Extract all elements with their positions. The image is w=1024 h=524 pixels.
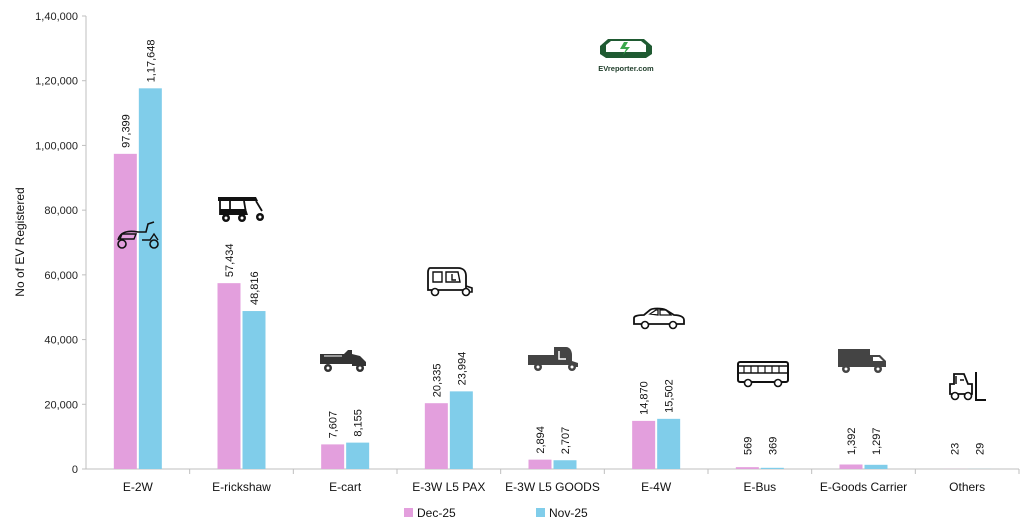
bar-dec	[424, 403, 448, 469]
bar-dec	[321, 444, 345, 469]
y-tick-label: 20,000	[44, 399, 78, 411]
data-label-dec: 20,335	[431, 364, 443, 398]
data-label-nov: 8,155	[353, 409, 365, 437]
data-label-dec: 14,870	[639, 381, 651, 415]
logo-text: EVreporter.com	[598, 64, 654, 73]
y-tick-label: 1,00,000	[35, 140, 78, 152]
forklift-icon	[949, 372, 986, 401]
data-label-dec: 569	[742, 437, 754, 455]
data-label-dec: 2,894	[535, 426, 547, 454]
data-label-dec: 1,392	[846, 427, 858, 455]
y-tick-label: 60,000	[44, 270, 78, 282]
category-label: E-Goods Carrier	[820, 480, 907, 494]
bars	[113, 88, 992, 470]
y-axis-label: No of EV Registered	[13, 187, 27, 296]
evreporter-logo: EVreporter.com	[598, 39, 654, 73]
bar-nov	[760, 467, 784, 469]
legend-label-dec: Dec-25	[417, 506, 456, 520]
y-tick-label: 1,20,000	[35, 76, 78, 88]
data-label-nov: 1,297	[871, 427, 883, 455]
category-label: Others	[949, 480, 985, 494]
truck-icon	[838, 349, 886, 373]
auto-rickshaw-icon	[427, 267, 473, 297]
category-label: E-rickshaw	[212, 480, 271, 494]
y-tick-label: 40,000	[44, 335, 78, 347]
legend: Dec-25 Nov-25	[404, 506, 588, 520]
scooter-icon	[117, 221, 159, 249]
y-tick-label: 80,000	[44, 205, 78, 217]
data-label-dec: 7,607	[328, 411, 340, 439]
bar-nov	[346, 442, 370, 469]
bar-nov	[449, 391, 473, 469]
data-label-dec: 57,434	[224, 244, 236, 278]
car-icon	[633, 307, 685, 330]
bar-nov	[138, 88, 162, 470]
data-label-nov: 369	[767, 437, 779, 455]
bar-dec	[735, 467, 759, 469]
legend-swatch-dec	[404, 508, 413, 517]
category-label: E-3W L5 GOODS	[505, 480, 600, 494]
data-label-nov: 15,502	[664, 379, 676, 413]
category-labels: E-2W E-rickshaw E-cart E-3W L5 PAX E-3W L5 G…	[123, 469, 1020, 494]
legend-item-nov: Nov-25	[536, 506, 588, 520]
bar-dec	[632, 420, 656, 469]
category-label: E-3W L5 PAX	[412, 480, 485, 494]
bar-nov	[553, 460, 577, 469]
axes	[85, 16, 1019, 470]
data-labels: 97,399 1,17,648 57,434 48,816 7,607 8,155 20,3…	[120, 39, 986, 455]
y-tick-label: 1,40,000	[35, 11, 78, 23]
category-label: E-Bus	[743, 480, 776, 494]
data-label-dec: 23	[950, 443, 962, 455]
category-label: E-4W	[641, 480, 672, 494]
data-label-dec: 97,399	[120, 114, 132, 148]
data-label-nov: 1,17,648	[145, 39, 157, 82]
y-tick-label: 0	[72, 464, 78, 476]
bar-nov	[657, 418, 681, 469]
category-label: E-2W	[123, 480, 154, 494]
data-label-nov: 29	[975, 443, 987, 455]
bus-icon	[737, 361, 789, 388]
data-label-nov: 23,994	[456, 352, 468, 386]
goods-auto-icon	[528, 347, 578, 371]
bar-nov	[242, 311, 266, 469]
legend-item-dec: Dec-25	[404, 506, 456, 520]
bar-dec	[528, 459, 552, 469]
data-label-nov: 48,816	[249, 271, 261, 305]
bar-dec	[217, 283, 241, 469]
cart-icon	[320, 350, 366, 372]
category-label: E-cart	[329, 480, 362, 494]
bar-dec	[113, 153, 137, 469]
bar-nov	[864, 464, 888, 469]
category-icons	[117, 197, 986, 401]
bar-dec	[839, 464, 863, 469]
y-ticks: 0 20,000 40,000 60,000 80,000 1,00,000 1,20,00…	[35, 11, 86, 476]
legend-swatch-nov	[536, 508, 545, 517]
data-label-nov: 2,707	[560, 427, 572, 455]
rickshaw-icon	[218, 197, 264, 222]
legend-label-nov: Nov-25	[549, 506, 588, 520]
